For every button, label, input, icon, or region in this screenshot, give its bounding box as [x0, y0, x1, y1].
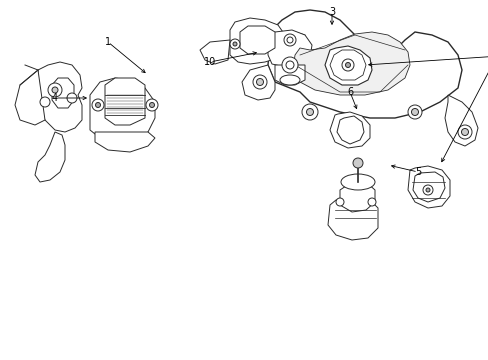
Polygon shape — [444, 95, 477, 146]
Text: 4: 4 — [52, 93, 58, 103]
Circle shape — [286, 37, 292, 43]
Polygon shape — [15, 70, 45, 125]
Ellipse shape — [340, 174, 374, 190]
Text: 3: 3 — [328, 7, 334, 17]
Circle shape — [48, 83, 62, 97]
Circle shape — [95, 103, 101, 108]
Circle shape — [92, 99, 104, 111]
Polygon shape — [274, 32, 305, 44]
Circle shape — [306, 108, 313, 116]
Circle shape — [411, 108, 418, 116]
Circle shape — [335, 198, 343, 206]
Ellipse shape — [280, 75, 299, 85]
Polygon shape — [327, 198, 377, 240]
Polygon shape — [95, 132, 155, 152]
Circle shape — [256, 78, 263, 85]
Polygon shape — [90, 78, 155, 142]
Circle shape — [282, 57, 297, 73]
Polygon shape — [35, 132, 65, 182]
Polygon shape — [339, 182, 374, 212]
Circle shape — [367, 198, 375, 206]
Polygon shape — [242, 65, 274, 100]
Polygon shape — [105, 78, 145, 125]
Polygon shape — [325, 46, 371, 85]
Circle shape — [252, 75, 266, 89]
Polygon shape — [267, 10, 461, 118]
Text: 6: 6 — [346, 87, 352, 97]
Polygon shape — [267, 30, 311, 67]
Circle shape — [149, 103, 154, 108]
Circle shape — [229, 39, 240, 49]
Polygon shape — [336, 116, 363, 144]
Circle shape — [146, 99, 158, 111]
Circle shape — [422, 185, 432, 195]
Polygon shape — [52, 78, 74, 108]
Text: 10: 10 — [203, 57, 216, 67]
Circle shape — [67, 93, 77, 103]
Circle shape — [352, 158, 362, 168]
Polygon shape — [200, 40, 229, 64]
Circle shape — [407, 105, 421, 119]
Text: 5: 5 — [414, 167, 420, 177]
Circle shape — [52, 87, 58, 93]
Text: 1: 1 — [105, 37, 111, 47]
Polygon shape — [240, 26, 274, 54]
Circle shape — [457, 125, 471, 139]
Polygon shape — [329, 112, 369, 148]
Circle shape — [40, 97, 50, 107]
Polygon shape — [412, 172, 444, 202]
Circle shape — [302, 104, 317, 120]
Circle shape — [341, 59, 353, 71]
Polygon shape — [229, 18, 285, 64]
Polygon shape — [329, 50, 365, 80]
Circle shape — [345, 63, 350, 68]
Circle shape — [285, 61, 293, 69]
Circle shape — [461, 129, 468, 135]
Circle shape — [284, 34, 295, 46]
Circle shape — [425, 188, 429, 192]
Polygon shape — [274, 65, 305, 85]
Polygon shape — [38, 62, 82, 132]
Polygon shape — [292, 32, 409, 95]
Circle shape — [232, 42, 237, 46]
Polygon shape — [407, 166, 449, 208]
